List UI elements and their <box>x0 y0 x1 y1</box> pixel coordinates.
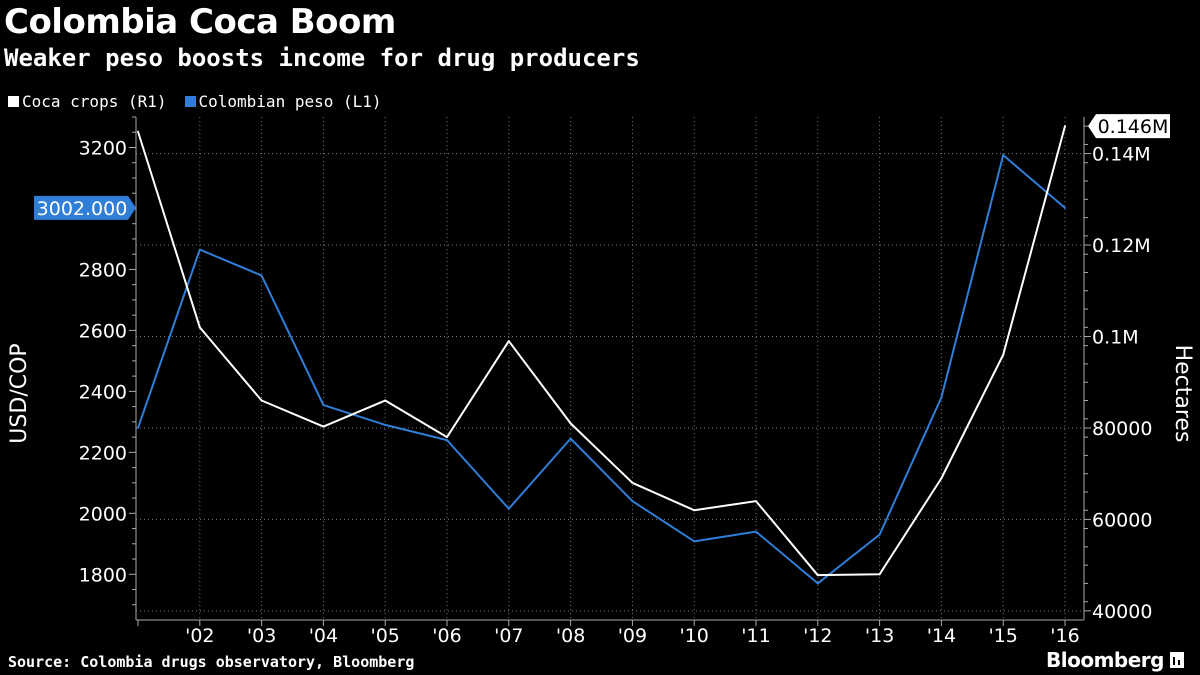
x-tick-label: '11 <box>741 625 770 647</box>
peso-data-point <box>507 507 510 510</box>
left-tick-label: 2000 <box>79 503 127 525</box>
left-tick-label: 3200 <box>79 137 127 159</box>
peso-data-point <box>940 396 943 399</box>
coca-data-point <box>137 130 139 133</box>
chart-legend: Coca crops (R1) Colombian peso (L1) <box>8 92 382 111</box>
coca-data-point <box>940 477 943 480</box>
coca-data-point <box>507 340 510 343</box>
coca-series-line <box>137 125 1066 577</box>
left-tick-label: 2200 <box>79 442 127 464</box>
right-tick-label: 80000 <box>1092 418 1152 440</box>
peso-data-point <box>198 248 201 251</box>
x-tick-label: '06 <box>432 625 461 647</box>
peso-data-point <box>384 423 387 426</box>
coca-data-point <box>693 509 696 512</box>
x-tick-label: '15 <box>988 625 1017 647</box>
left-tick-label: 2600 <box>79 320 127 342</box>
right-tick-label: 0.12M <box>1092 235 1151 257</box>
legend-label-coca: Coca crops (R1) <box>22 92 167 111</box>
coca-data-point <box>755 500 757 503</box>
coca-data-point <box>446 436 448 439</box>
coca-data-point <box>878 573 881 576</box>
left-axis-title: USD/COP <box>7 343 32 443</box>
right-value-flag <box>1088 114 1170 139</box>
coca-data-point <box>384 399 387 402</box>
x-tick-label: '02 <box>185 625 214 647</box>
x-tick-label: '08 <box>556 625 585 647</box>
left-value-flag <box>34 195 136 220</box>
x-tick-label: '10 <box>679 625 708 647</box>
peso-data-point <box>693 540 696 543</box>
x-tick-label: '05 <box>370 625 399 647</box>
bar-chart-icon <box>1169 652 1184 668</box>
peso-data-point <box>322 404 325 407</box>
peso-series-line <box>137 154 1066 585</box>
coca-data-point <box>322 425 325 428</box>
peso-data-point <box>816 582 819 585</box>
right-axis-title: Hectares <box>1170 345 1195 443</box>
legend-swatch-coca <box>8 96 19 107</box>
source-note: Source: Colombia drugs observatory, Bloo… <box>8 653 415 671</box>
right-tick-label: 0.14M <box>1092 144 1151 166</box>
peso-data-point <box>569 437 572 440</box>
x-tick-label: '03 <box>247 625 276 647</box>
coca-data-point <box>198 326 201 329</box>
peso-data-point <box>631 500 634 503</box>
right-tick-label: 60000 <box>1092 509 1152 531</box>
brand-name: Bloomberg <box>1046 648 1164 672</box>
coca-data-point <box>260 399 263 402</box>
peso-data-point <box>755 530 757 533</box>
x-tick-label: '04 <box>309 625 338 647</box>
coca-data-point <box>569 422 572 425</box>
chart-subtitle: Weaker peso boosts income for drug produ… <box>4 44 640 72</box>
x-tick-label: '13 <box>865 625 894 647</box>
left-value-flag-label: 3002.000 <box>37 198 128 220</box>
brand-logo: Bloomberg <box>1046 648 1184 672</box>
coca-data-point <box>631 481 634 484</box>
legend-item-coca: Coca crops (R1) <box>8 92 167 111</box>
legend-label-peso: Colombian peso (L1) <box>198 92 382 111</box>
x-tick-label: '07 <box>494 625 523 647</box>
peso-data-point <box>260 274 263 277</box>
peso-data-point <box>878 533 881 536</box>
right-value-flag-label: 0.146M <box>1098 116 1169 138</box>
x-tick-label: '14 <box>927 625 956 647</box>
left-tick-label: 2800 <box>79 259 127 281</box>
right-tick-label: 0.1M <box>1092 326 1139 348</box>
x-tick-label: '12 <box>803 625 832 647</box>
chart-title: Colombia Coca Boom <box>4 2 396 42</box>
coca-data-point <box>1002 353 1005 356</box>
left-tick-label: 1800 <box>79 564 127 586</box>
peso-data-point <box>1064 206 1066 209</box>
right-tick-label: 40000 <box>1092 601 1152 623</box>
x-tick-label: '16 <box>1050 625 1079 647</box>
peso-data-point <box>1002 154 1005 157</box>
coca-data-point <box>1064 125 1066 128</box>
legend-swatch-peso <box>184 96 196 107</box>
x-tick-label: '09 <box>618 625 647 647</box>
legend-item-peso: Colombian peso (L1) <box>184 92 382 111</box>
peso-data-point <box>446 439 448 442</box>
left-tick-label: 2400 <box>79 381 127 403</box>
peso-data-point <box>137 426 139 429</box>
coca-data-point <box>816 574 819 577</box>
